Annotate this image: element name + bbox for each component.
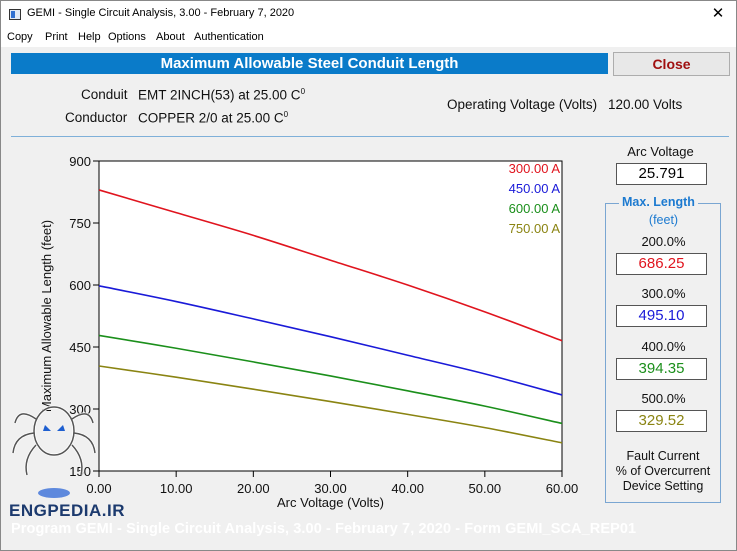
- max-length-unit: (feet): [648, 213, 679, 227]
- menu-print[interactable]: Print: [45, 31, 68, 43]
- spider-watermark-icon: [11, 405, 97, 498]
- legend-entry-2: 600.00 A: [509, 201, 561, 216]
- watermark-text: ENGPEDIA.IR: [9, 501, 126, 520]
- fault-current-caption: Fault Current % of Overcurrent Device Se…: [607, 449, 719, 494]
- x-tick-label: 10.00: [160, 481, 193, 496]
- y-tick-label: 450: [69, 340, 91, 355]
- arc-voltage-value: 25.791: [616, 163, 707, 185]
- operating-voltage-label: Operating Voltage (Volts): [447, 97, 598, 112]
- menu-authentication[interactable]: Authentication: [194, 31, 264, 43]
- y-tick-label: 750: [69, 216, 91, 231]
- length-chart: 150 300 450 600 750 900 0.00 10.00 20.00 30.00 40.…: [1, 141, 601, 521]
- pct-label-200: 200.0%: [641, 234, 686, 249]
- max-length-400: 394.35: [616, 358, 707, 380]
- max-length-500: 329.52: [616, 410, 707, 432]
- report-title: Maximum Allowable Steel Conduit Length: [11, 53, 608, 74]
- menu-about[interactable]: About: [156, 31, 185, 43]
- x-tick-label: 60.00: [546, 481, 579, 496]
- conduit-degree-mark: 0: [300, 87, 306, 96]
- max-length-title: Max. Length: [619, 195, 698, 209]
- footer-program-info: Program GEMI - Single Circuit Analysis, …: [11, 521, 637, 537]
- max-length-300: 495.10: [616, 305, 707, 327]
- conductor-degree-mark: 0: [283, 110, 289, 119]
- series-line-3: [98, 365, 563, 444]
- x-tick-label: 20.00: [237, 481, 270, 496]
- y-axis-label: Maximum Allowable Length (feet): [39, 220, 54, 412]
- conductor-value: COPPER 2/0 at 25.00 C0: [138, 110, 289, 126]
- y-tick-label: 150: [69, 464, 91, 479]
- separator: [11, 136, 729, 137]
- legend-entry-3: 750.00 A: [509, 221, 561, 236]
- pct-label-400: 400.0%: [641, 339, 686, 354]
- menu-help[interactable]: Help: [78, 31, 101, 43]
- pct-label-500: 500.0%: [641, 391, 686, 406]
- plot-area: [98, 160, 563, 472]
- window-close-icon[interactable]: ✕: [711, 5, 725, 22]
- y-tick-label: 600: [69, 278, 91, 293]
- x-axis-label: Arc Voltage (Volts): [277, 495, 384, 510]
- menu-copy[interactable]: Copy: [7, 31, 33, 43]
- menu-options[interactable]: Options: [108, 31, 146, 43]
- y-tick-label: 900: [69, 154, 91, 169]
- arc-voltage-label: Arc Voltage: [627, 144, 694, 159]
- window-title: GEMI - Single Circuit Analysis, 3.00 - F…: [27, 7, 295, 19]
- series-line-2: [98, 334, 563, 425]
- max-length-200: 686.25: [616, 253, 707, 275]
- x-tick-label: 50.00: [469, 481, 502, 496]
- operating-voltage-value: 120.00 Volts: [608, 97, 683, 112]
- x-tick-label: 0.00: [86, 481, 111, 496]
- pct-label-300: 300.0%: [641, 286, 686, 301]
- fault-caption-line-1: Fault Current: [626, 449, 700, 463]
- title-bar: GEMI - Single Circuit Analysis, 3.00 - F…: [1, 1, 736, 27]
- conductor-label: Conductor: [65, 110, 128, 125]
- app-icon: [9, 9, 21, 20]
- series-line-1: [98, 285, 563, 396]
- series-line-0: [98, 189, 563, 342]
- legend-entry-0: 300.00 A: [509, 161, 561, 176]
- menu-bar: Copy Print Help Options About Authentica…: [1, 27, 736, 47]
- x-tick-label: 40.00: [391, 481, 424, 496]
- conduit-label: Conduit: [81, 87, 128, 102]
- close-button[interactable]: Close: [613, 52, 730, 76]
- legend-entry-1: 450.00 A: [509, 181, 561, 196]
- x-tick-label: 30.00: [314, 481, 347, 496]
- fault-caption-line-3: Device Setting: [622, 479, 704, 493]
- fault-caption-line-2: % of Overcurrent: [615, 464, 711, 478]
- conduit-value: EMT 2INCH(53) at 25.00 C0: [138, 87, 306, 103]
